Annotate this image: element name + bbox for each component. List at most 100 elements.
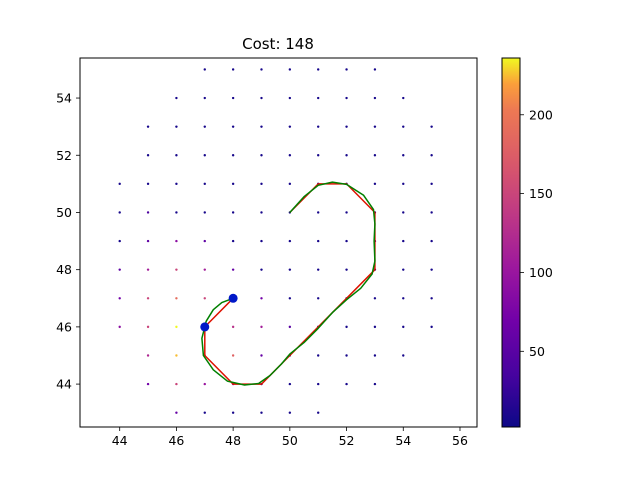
colorbar-ticks: 50 100 150 200 bbox=[520, 107, 553, 359]
path-red-line bbox=[204, 183, 376, 385]
grid-point bbox=[118, 297, 121, 300]
plot-area bbox=[79, 57, 478, 428]
grid-point bbox=[203, 68, 206, 71]
axes-background bbox=[80, 58, 477, 427]
grid-point bbox=[345, 154, 348, 157]
x-tick-label: 54 bbox=[395, 433, 411, 448]
grid-point bbox=[260, 211, 263, 214]
grid-point bbox=[260, 182, 263, 186]
grid-point bbox=[345, 125, 348, 128]
grid-point bbox=[203, 154, 206, 157]
grid-point bbox=[288, 154, 292, 157]
grid-point bbox=[175, 239, 178, 243]
grid-point bbox=[345, 268, 348, 271]
grid-point bbox=[345, 325, 348, 329]
grid-point bbox=[317, 354, 320, 357]
grid-point bbox=[345, 211, 348, 214]
grid-point bbox=[317, 297, 320, 300]
grid-point bbox=[373, 68, 377, 71]
grid-point bbox=[231, 154, 235, 157]
grid-point bbox=[231, 325, 235, 329]
grid-point bbox=[317, 268, 320, 271]
grid-point bbox=[373, 96, 377, 100]
grid-point bbox=[317, 211, 320, 214]
grid-point bbox=[288, 96, 292, 100]
grid-point bbox=[175, 96, 178, 100]
grid-point bbox=[402, 154, 405, 157]
grid-point bbox=[175, 297, 178, 300]
grid-point bbox=[203, 211, 206, 214]
grid-point bbox=[288, 297, 292, 300]
grid-point bbox=[260, 297, 263, 300]
grid-point bbox=[402, 354, 405, 357]
grid-point bbox=[430, 239, 433, 243]
x-tick-label: 48 bbox=[225, 433, 241, 448]
grid-point bbox=[118, 268, 121, 271]
grid-point bbox=[260, 154, 263, 157]
endpoint-marker bbox=[228, 293, 238, 303]
grid-point bbox=[118, 239, 121, 243]
grid-point bbox=[203, 297, 206, 300]
grid-point bbox=[373, 182, 377, 186]
grid-point bbox=[373, 325, 377, 329]
grid-point bbox=[146, 239, 150, 243]
grid-point bbox=[231, 268, 235, 271]
grid-point bbox=[345, 382, 348, 386]
grid-point bbox=[146, 382, 150, 386]
grid-point bbox=[430, 268, 433, 271]
grid-point bbox=[373, 382, 377, 386]
grid-point bbox=[345, 354, 348, 357]
grid-point bbox=[118, 182, 121, 186]
grid-point bbox=[430, 297, 433, 300]
grid-point bbox=[146, 268, 150, 271]
grid-point bbox=[430, 325, 433, 329]
endpoint-markers bbox=[200, 293, 238, 332]
y-tick-label: 50 bbox=[56, 205, 72, 220]
grid-point bbox=[260, 268, 263, 271]
grid-point bbox=[317, 68, 320, 71]
grid-point bbox=[146, 211, 150, 214]
grid-point bbox=[288, 411, 292, 414]
grid-point bbox=[317, 239, 320, 243]
grid-point bbox=[203, 125, 206, 128]
grid-point bbox=[231, 68, 235, 71]
grid-point bbox=[175, 268, 178, 271]
grid-point bbox=[175, 382, 178, 386]
grid-point bbox=[317, 411, 320, 414]
grid-point bbox=[175, 211, 178, 214]
endpoint-marker bbox=[200, 322, 210, 332]
grid-point bbox=[260, 325, 263, 329]
grid-point bbox=[260, 96, 263, 100]
colorbar: 50 100 150 200 bbox=[501, 57, 553, 428]
grid-point bbox=[288, 239, 292, 243]
grid-point bbox=[175, 125, 178, 128]
grid-point bbox=[203, 268, 206, 271]
grid-point bbox=[118, 211, 121, 214]
x-tick-label: 50 bbox=[282, 433, 298, 448]
grid-point bbox=[317, 125, 320, 128]
grid-point bbox=[260, 411, 263, 414]
grid-point bbox=[288, 382, 292, 386]
grid-point bbox=[402, 325, 405, 329]
y-tick-label: 48 bbox=[56, 262, 72, 277]
grid-point bbox=[260, 68, 263, 71]
grid-point bbox=[402, 125, 405, 128]
grid-point bbox=[288, 268, 292, 271]
grid-point bbox=[231, 211, 235, 214]
grid-point bbox=[231, 182, 235, 186]
y-tick-label: 52 bbox=[56, 148, 72, 163]
grid-point bbox=[430, 154, 433, 157]
grid-point bbox=[175, 325, 178, 329]
grid-point bbox=[231, 125, 235, 128]
grid-point bbox=[175, 182, 178, 186]
colorbar-tick-label: 150 bbox=[529, 186, 553, 201]
grid-point bbox=[231, 239, 235, 243]
grid-point bbox=[203, 182, 206, 186]
grid-point bbox=[373, 125, 377, 128]
grid-point bbox=[317, 154, 320, 157]
paths bbox=[201, 181, 376, 386]
x-tick-label: 52 bbox=[339, 433, 355, 448]
grid-point bbox=[175, 411, 178, 414]
grid-point bbox=[260, 239, 263, 243]
grid-point bbox=[402, 182, 405, 186]
